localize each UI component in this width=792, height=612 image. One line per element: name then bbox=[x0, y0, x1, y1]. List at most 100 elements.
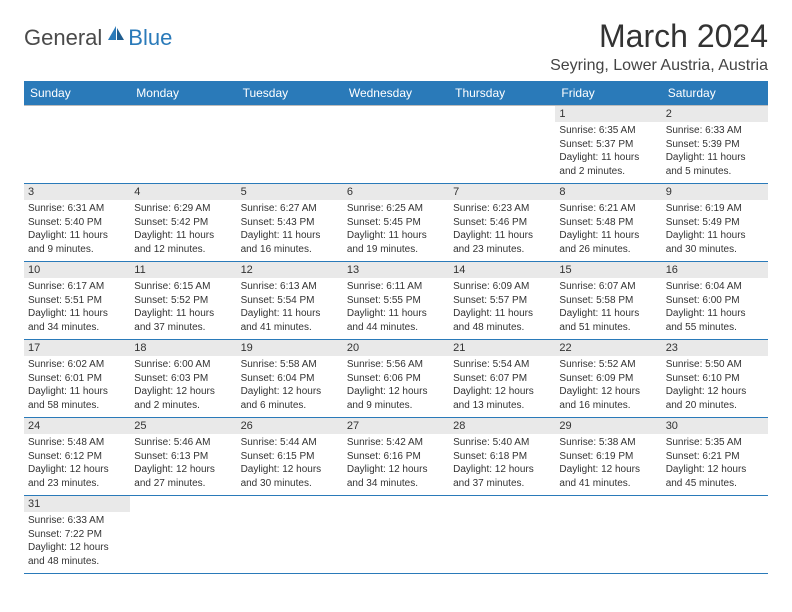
daylight-text: Daylight: 11 hours bbox=[347, 307, 445, 321]
day-cell: 17Sunrise: 6:02 AMSunset: 6:01 PMDayligh… bbox=[24, 340, 130, 418]
sunset-text: Sunset: 6:04 PM bbox=[241, 372, 339, 386]
sunset-text: Sunset: 6:21 PM bbox=[666, 450, 764, 464]
daylight-text: and 44 minutes. bbox=[347, 321, 445, 335]
sunrise-text: Sunrise: 6:23 AM bbox=[453, 202, 551, 216]
day-number: 21 bbox=[449, 340, 555, 356]
week-row: 24Sunrise: 5:48 AMSunset: 6:12 PMDayligh… bbox=[24, 418, 768, 496]
day-cell: 22Sunrise: 5:52 AMSunset: 6:09 PMDayligh… bbox=[555, 340, 661, 418]
sunrise-text: Sunrise: 6:31 AM bbox=[28, 202, 126, 216]
daylight-text: Daylight: 12 hours bbox=[559, 385, 657, 399]
sunset-text: Sunset: 6:15 PM bbox=[241, 450, 339, 464]
day-cell: 19Sunrise: 5:58 AMSunset: 6:04 PMDayligh… bbox=[237, 340, 343, 418]
daylight-text: Daylight: 11 hours bbox=[347, 229, 445, 243]
sunrise-text: Sunrise: 5:54 AM bbox=[453, 358, 551, 372]
day-cell: 11Sunrise: 6:15 AMSunset: 5:52 PMDayligh… bbox=[130, 262, 236, 340]
daylight-text: and 51 minutes. bbox=[559, 321, 657, 335]
sunrise-text: Sunrise: 5:48 AM bbox=[28, 436, 126, 450]
daylight-text: and 30 minutes. bbox=[666, 243, 764, 257]
daylight-text: Daylight: 11 hours bbox=[666, 151, 764, 165]
day-number: 7 bbox=[449, 184, 555, 200]
day-number: 14 bbox=[449, 262, 555, 278]
day-cell: 6Sunrise: 6:25 AMSunset: 5:45 PMDaylight… bbox=[343, 184, 449, 262]
day-content: Sunrise: 6:07 AMSunset: 5:58 PMDaylight:… bbox=[555, 278, 661, 336]
day-header: Thursday bbox=[449, 81, 555, 106]
day-cell: 13Sunrise: 6:11 AMSunset: 5:55 PMDayligh… bbox=[343, 262, 449, 340]
daylight-text: and 45 minutes. bbox=[666, 477, 764, 491]
day-cell: 25Sunrise: 5:46 AMSunset: 6:13 PMDayligh… bbox=[130, 418, 236, 496]
day-cell bbox=[662, 496, 768, 574]
day-header: Sunday bbox=[24, 81, 130, 106]
day-content: Sunrise: 6:17 AMSunset: 5:51 PMDaylight:… bbox=[24, 278, 130, 336]
day-content: Sunrise: 5:40 AMSunset: 6:18 PMDaylight:… bbox=[449, 434, 555, 492]
day-number: 16 bbox=[662, 262, 768, 278]
sunset-text: Sunset: 5:48 PM bbox=[559, 216, 657, 230]
day-content: Sunrise: 6:19 AMSunset: 5:49 PMDaylight:… bbox=[662, 200, 768, 258]
daylight-text: and 12 minutes. bbox=[134, 243, 232, 257]
day-number: 8 bbox=[555, 184, 661, 200]
day-number: 28 bbox=[449, 418, 555, 434]
day-cell: 31Sunrise: 6:33 AMSunset: 7:22 PMDayligh… bbox=[24, 496, 130, 574]
sunset-text: Sunset: 6:06 PM bbox=[347, 372, 445, 386]
day-content: Sunrise: 5:48 AMSunset: 6:12 PMDaylight:… bbox=[24, 434, 130, 492]
day-number: 5 bbox=[237, 184, 343, 200]
day-cell bbox=[24, 106, 130, 184]
month-title: March 2024 bbox=[550, 18, 768, 55]
daylight-text: and 9 minutes. bbox=[28, 243, 126, 257]
day-content: Sunrise: 6:09 AMSunset: 5:57 PMDaylight:… bbox=[449, 278, 555, 336]
day-header: Monday bbox=[130, 81, 236, 106]
day-cell: 27Sunrise: 5:42 AMSunset: 6:16 PMDayligh… bbox=[343, 418, 449, 496]
sunset-text: Sunset: 5:54 PM bbox=[241, 294, 339, 308]
day-number: 9 bbox=[662, 184, 768, 200]
daylight-text: Daylight: 11 hours bbox=[559, 151, 657, 165]
day-header: Tuesday bbox=[237, 81, 343, 106]
day-number: 3 bbox=[24, 184, 130, 200]
sunset-text: Sunset: 6:18 PM bbox=[453, 450, 551, 464]
day-content: Sunrise: 5:38 AMSunset: 6:19 PMDaylight:… bbox=[555, 434, 661, 492]
sunrise-text: Sunrise: 6:07 AM bbox=[559, 280, 657, 294]
daylight-text: Daylight: 12 hours bbox=[666, 385, 764, 399]
day-number: 30 bbox=[662, 418, 768, 434]
daylight-text: and 41 minutes. bbox=[559, 477, 657, 491]
sunrise-text: Sunrise: 5:58 AM bbox=[241, 358, 339, 372]
daylight-text: and 34 minutes. bbox=[347, 477, 445, 491]
sunset-text: Sunset: 6:10 PM bbox=[666, 372, 764, 386]
sunset-text: Sunset: 5:42 PM bbox=[134, 216, 232, 230]
day-content: Sunrise: 6:29 AMSunset: 5:42 PMDaylight:… bbox=[130, 200, 236, 258]
daylight-text: Daylight: 11 hours bbox=[559, 229, 657, 243]
sunrise-text: Sunrise: 5:46 AM bbox=[134, 436, 232, 450]
day-number: 4 bbox=[130, 184, 236, 200]
day-number: 6 bbox=[343, 184, 449, 200]
sunset-text: Sunset: 6:16 PM bbox=[347, 450, 445, 464]
daylight-text: Daylight: 11 hours bbox=[28, 385, 126, 399]
sunset-text: Sunset: 5:57 PM bbox=[453, 294, 551, 308]
logo: General Blue bbox=[24, 18, 172, 51]
logo-text-accent: Blue bbox=[128, 25, 172, 51]
week-row: 17Sunrise: 6:02 AMSunset: 6:01 PMDayligh… bbox=[24, 340, 768, 418]
sunset-text: Sunset: 5:39 PM bbox=[666, 138, 764, 152]
daylight-text: Daylight: 11 hours bbox=[453, 229, 551, 243]
day-number: 10 bbox=[24, 262, 130, 278]
day-cell: 3Sunrise: 6:31 AMSunset: 5:40 PMDaylight… bbox=[24, 184, 130, 262]
day-cell: 20Sunrise: 5:56 AMSunset: 6:06 PMDayligh… bbox=[343, 340, 449, 418]
day-header: Friday bbox=[555, 81, 661, 106]
day-cell: 5Sunrise: 6:27 AMSunset: 5:43 PMDaylight… bbox=[237, 184, 343, 262]
day-content: Sunrise: 6:04 AMSunset: 6:00 PMDaylight:… bbox=[662, 278, 768, 336]
day-cell bbox=[130, 106, 236, 184]
day-cell bbox=[343, 496, 449, 574]
day-content: Sunrise: 6:11 AMSunset: 5:55 PMDaylight:… bbox=[343, 278, 449, 336]
sunrise-text: Sunrise: 5:52 AM bbox=[559, 358, 657, 372]
sunset-text: Sunset: 5:52 PM bbox=[134, 294, 232, 308]
day-header: Saturday bbox=[662, 81, 768, 106]
daylight-text: and 37 minutes. bbox=[453, 477, 551, 491]
day-cell bbox=[130, 496, 236, 574]
sunrise-text: Sunrise: 5:42 AM bbox=[347, 436, 445, 450]
sunrise-text: Sunrise: 6:21 AM bbox=[559, 202, 657, 216]
sunrise-text: Sunrise: 6:27 AM bbox=[241, 202, 339, 216]
sunset-text: Sunset: 6:19 PM bbox=[559, 450, 657, 464]
sunrise-text: Sunrise: 6:15 AM bbox=[134, 280, 232, 294]
daylight-text: Daylight: 11 hours bbox=[134, 307, 232, 321]
day-number: 20 bbox=[343, 340, 449, 356]
daylight-text: and 37 minutes. bbox=[134, 321, 232, 335]
logo-text-main: General bbox=[24, 25, 102, 51]
sunset-text: Sunset: 5:45 PM bbox=[347, 216, 445, 230]
